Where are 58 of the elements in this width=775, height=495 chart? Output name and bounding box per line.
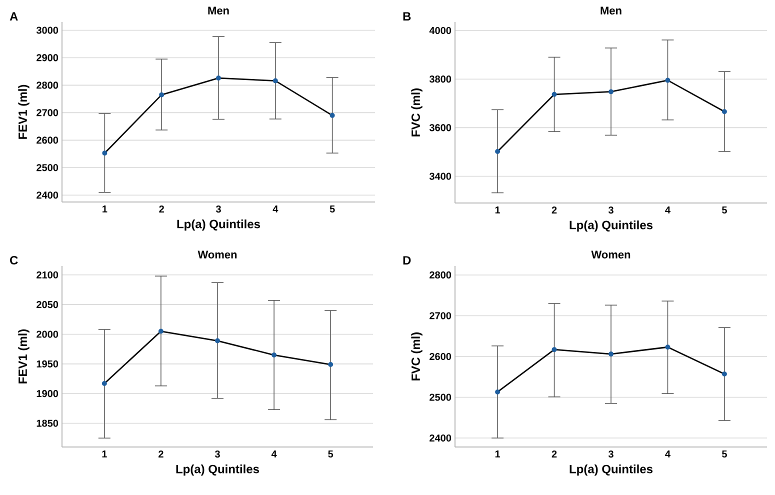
x-tick-label: 1 (102, 450, 107, 458)
x-tick-label: 1 (102, 206, 108, 212)
y-tick-label: 2400 (36, 192, 58, 199)
chart-title: Men (600, 6, 622, 14)
x-tick-label: 4 (271, 450, 277, 458)
y-tick-label: 3600 (429, 124, 452, 132)
text: A (10, 12, 18, 20)
y-tick-label: 2800 (430, 271, 452, 279)
chart-title: Men (208, 6, 229, 14)
y-tick-label: 2700 (36, 109, 58, 116)
y-tick-label: 2900 (36, 54, 58, 62)
x-axis-title: Lp(a) Quintiles (570, 464, 653, 476)
x-tick-label: 3 (608, 450, 614, 458)
x-tick-label: 5 (330, 206, 335, 213)
y-tick-label: 2500 (430, 394, 452, 401)
x-axis-title: Lp(a) Quintiles (570, 220, 653, 232)
chart-title: Women (591, 250, 630, 258)
x-tick-label: 4 (272, 206, 278, 212)
y-tick-label: 3800 (429, 76, 452, 83)
y-tick-label: 2100 (36, 271, 58, 278)
y-tick-label: 2500 (36, 164, 58, 172)
y-axis-title: FEV1 (ml) (18, 84, 30, 139)
y-tick-label: 1950 (36, 360, 58, 368)
y-tick-label: 3400 (429, 172, 452, 180)
y-tick-label: 4000 (429, 26, 452, 34)
y-axis-title: FVC (ml) (411, 332, 422, 380)
text: C (10, 256, 18, 264)
chart-title: Women (198, 250, 237, 258)
x-tick-label: 1 (495, 206, 500, 214)
x-tick-label: 3 (608, 206, 614, 214)
y-tick-label: 2000 (36, 330, 58, 338)
x-tick-label: 2 (552, 450, 557, 458)
y-tick-label: 1900 (36, 390, 58, 398)
x-tick-label: 2 (158, 450, 164, 458)
x-tick-label: 4 (665, 206, 670, 214)
x-tick-label: 2 (159, 206, 164, 213)
x-tick-label: 5 (722, 450, 727, 458)
y-tick-label: 2050 (36, 301, 58, 308)
y-axis-title: FEV1 (ml) (18, 329, 30, 384)
text: D (403, 256, 411, 264)
x-tick-label: 1 (495, 450, 500, 458)
x-tick-label: 3 (216, 206, 221, 213)
x-tick-label: 2 (552, 206, 557, 214)
y-tick-label: 2700 (430, 312, 452, 320)
y-tick-label: 1850 (36, 420, 58, 427)
text: B (403, 12, 411, 20)
y-tick-label: 2800 (36, 82, 58, 89)
y-tick-label: 2600 (430, 352, 452, 360)
y-tick-label: 2600 (36, 136, 58, 144)
x-tick-label: 5 (722, 206, 727, 214)
x-tick-label: 3 (214, 450, 220, 458)
x-tick-label: 4 (665, 450, 670, 458)
y-tick-label: 2400 (430, 434, 452, 442)
x-axis-title: Lp(a) Quintiles (177, 219, 260, 231)
x-tick-label: 5 (328, 450, 334, 458)
x-axis-title: Lp(a) Quintiles (176, 464, 260, 476)
y-axis-title: FVC (ml) (411, 88, 422, 136)
y-tick-label: 3000 (36, 26, 58, 34)
